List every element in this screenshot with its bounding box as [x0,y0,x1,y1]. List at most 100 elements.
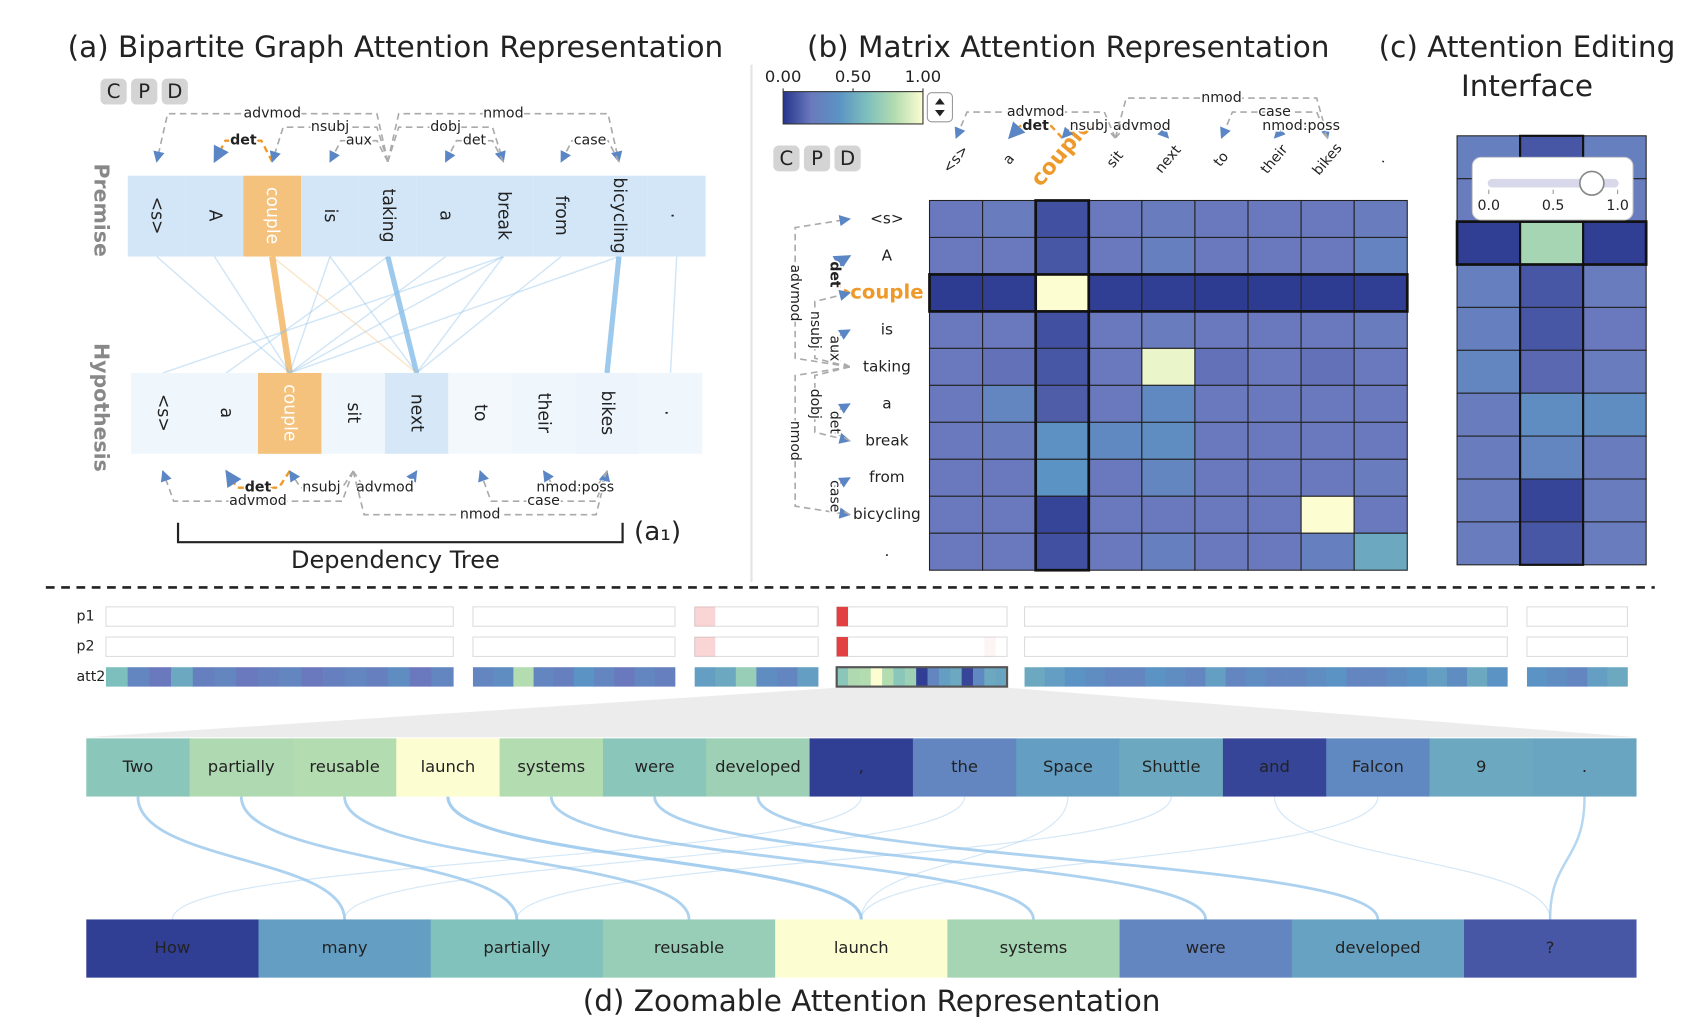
matrix-cell [1088,310,1143,349]
edit-cell[interactable] [1456,263,1521,308]
slider-knob[interactable] [1579,170,1605,196]
matrix-cell [1247,421,1302,460]
attention-link [860,796,1069,920]
edit-cell[interactable] [1582,392,1647,437]
matrix-cell [1141,458,1196,497]
edit-cell[interactable] [1582,521,1647,566]
probability-peak [984,637,996,657]
attention-link [171,796,862,920]
mode-button[interactable] [100,78,127,105]
attention-cell [1084,667,1106,687]
hypothesis-token: <s> [153,394,173,432]
matrix-cell [1247,495,1302,534]
edit-cell[interactable] [1456,306,1521,351]
context-token: were [635,757,675,776]
focus-row [1455,220,1648,266]
matrix-cell [1141,310,1196,349]
attention-cell [938,667,951,687]
matrix-cell [1141,384,1196,423]
mode-button[interactable] [803,145,831,172]
matrix-cell [982,347,1037,386]
edit-cell[interactable] [1519,221,1584,266]
column-label: sit [1104,148,1128,171]
question-token: partially [483,938,550,957]
attention-cell [1406,667,1428,687]
edit-cell[interactable] [1582,221,1647,266]
attention-cell [904,667,917,687]
edit-cell[interactable] [1582,263,1647,308]
edit-cell[interactable] [1519,521,1584,566]
edit-cell[interactable] [1582,478,1647,523]
edit-cell[interactable] [1582,306,1647,351]
edit-cell[interactable] [1582,349,1647,394]
focus-col [1034,199,1091,572]
token-cell [243,175,302,257]
token-cell [189,738,294,797]
matrix-cell [1141,347,1196,386]
colorbar-tick-label: 0.50 [835,67,871,86]
attention-cell [533,667,555,687]
dep-arc [1008,121,1064,140]
mode-button[interactable] [773,145,800,172]
matrix-cell [1247,236,1302,275]
edit-cell[interactable] [1456,435,1521,480]
edit-cell[interactable] [1519,263,1584,308]
dep-label: det [826,261,842,287]
mode-button[interactable] [131,78,158,105]
edit-cell[interactable] [1519,306,1584,351]
edit-cell[interactable] [1456,221,1521,266]
token-cell [448,372,512,454]
zoom-frame[interactable] [835,666,1009,688]
attention-link [385,255,420,374]
track-box [694,606,819,627]
track-box [105,636,454,657]
token-cell [1119,919,1293,978]
edit-cell[interactable] [1456,478,1521,523]
premise-token: <s> [147,197,167,235]
edit-cell[interactable] [1456,521,1521,566]
mode-button[interactable] [161,78,188,105]
matrix-cell [1035,310,1090,349]
edit-cell[interactable] [1519,478,1584,523]
edit-cell[interactable] [1456,349,1521,394]
question-token: developed [1335,938,1421,957]
attention-cell [105,667,128,687]
dep-label: advmod [243,106,301,122]
token-cell [511,372,576,454]
dep-label: det [230,133,257,149]
dep-arc [814,289,851,368]
attention-cell [1346,667,1367,687]
attention-cell [1064,667,1086,687]
context-token: Two [122,757,154,776]
edit-cell[interactable] [1519,349,1584,394]
slider-tick-label: 0.0 [1477,198,1500,214]
token-cell [532,175,591,257]
track-label: p2 [76,639,94,655]
token-cell [947,919,1120,978]
attention-cell [1165,667,1186,687]
edit-cell[interactable] [1519,392,1584,437]
edit-cell[interactable] [1582,435,1647,480]
attention-link [225,255,389,374]
token-cell [358,175,417,257]
matrix-cell [1194,421,1249,460]
matrix-cell [1194,347,1249,386]
attention-link [516,796,1172,920]
mode-button[interactable] [834,145,861,172]
dep-arc [833,329,851,368]
zoom-band [86,687,1637,738]
attention-cell [1125,667,1146,687]
dep-arc [153,112,389,163]
matrix-cell [1194,273,1249,312]
matrix-cell [1353,236,1408,275]
slider-tick-label: 1.0 [1606,198,1629,214]
attention-link [604,256,622,374]
spinner[interactable] [926,92,953,123]
edit-cell[interactable] [1519,435,1584,480]
row-label: break [865,431,908,449]
edit-cell[interactable] [1456,392,1521,437]
attention-cell [715,667,737,687]
matrix-cell [1088,236,1143,275]
track-box [836,636,1008,657]
attention-link [344,796,966,920]
